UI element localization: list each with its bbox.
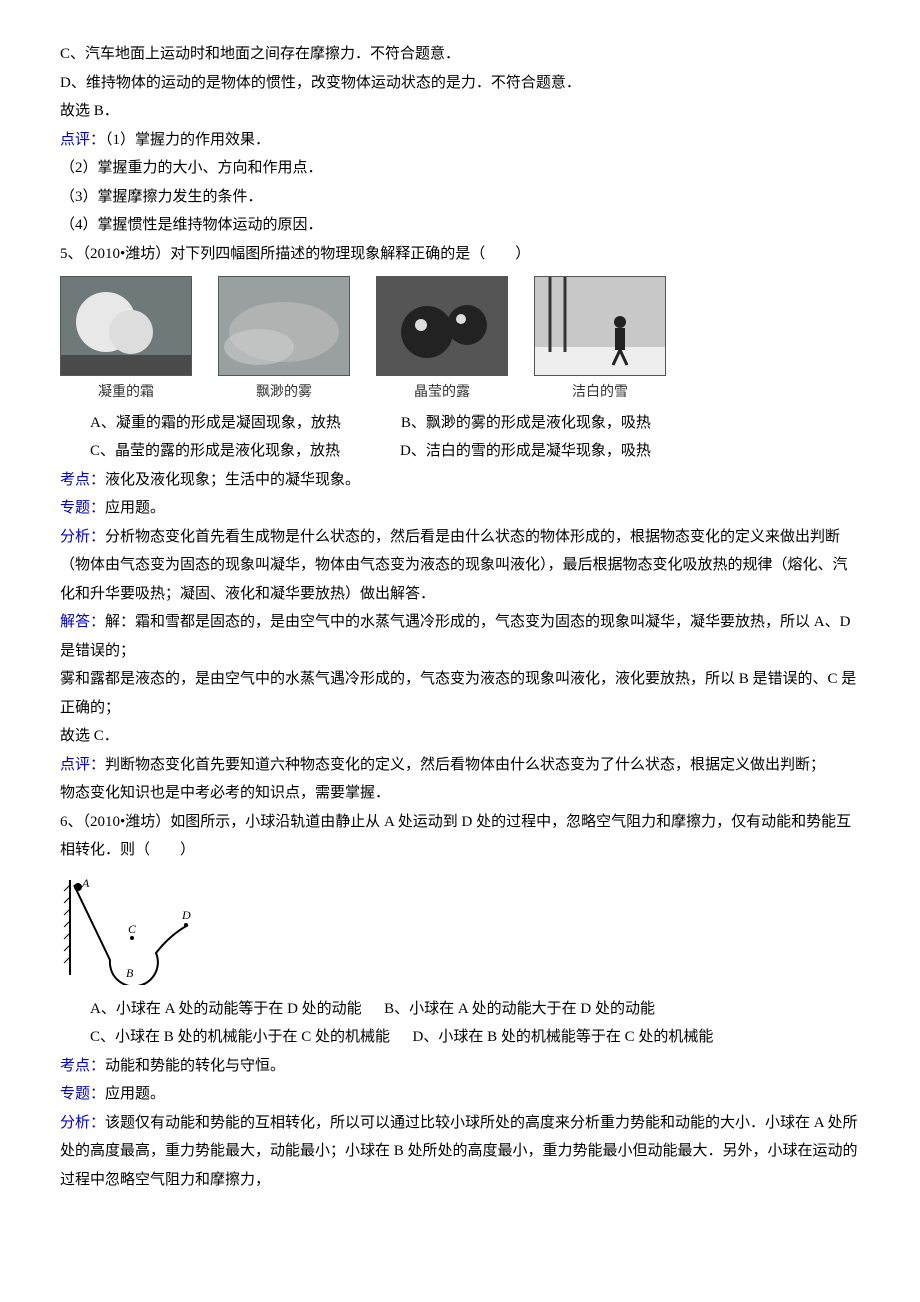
- frost-thumb: [60, 276, 192, 376]
- q5-fenxi: 分析：分析物态变化首先看生成物是什么状态的，然后看是由什么状态的物体形成的，根据…: [60, 523, 860, 609]
- label-jieda: 解答：: [60, 614, 105, 630]
- q4-option-d: D、维持物体的运动的是物体的惯性，改变物体运动状态的是力．不符合题意．: [60, 69, 860, 98]
- q5-jd-text-1: 解：霜和雪都是固态的，是由空气中的水蒸气遇冷形成的，气态变为固态的现象叫凝华，凝…: [60, 614, 850, 659]
- q6-fenxi: 分析：该题仅有动能和势能的互相转化，所以可以通过比较小球所处的高度来分析重力势能…: [60, 1109, 860, 1195]
- q6-opt-a: A、小球在 A 处的动能等于在 D 处的动能: [90, 1001, 362, 1017]
- q6-opt-b: B、小球在 A 处的动能大于在 D 处的动能: [384, 1001, 655, 1017]
- q4-dp-2: （2）掌握重力的大小、方向和作用点．: [60, 154, 860, 183]
- q5-image-row: 凝重的霜 飘渺的雾 晶莹的露: [60, 276, 860, 407]
- q4-dianping: 点评：（1）掌握力的作用效果．: [60, 126, 860, 155]
- q4-dp-4: （4）掌握惯性是维持物体运动的原因．: [60, 211, 860, 240]
- svg-text:C: C: [128, 922, 137, 936]
- q6-zhuanti: 专题：应用题。: [60, 1080, 860, 1109]
- label-kaodian-2: 考点：: [60, 1058, 105, 1074]
- q5-cap-3: 洁白的雪: [572, 380, 628, 407]
- q5-stem: 5、（2010•潍坊）对下列四幅图所描述的物理现象解释正确的是（ ）: [60, 240, 860, 269]
- q5-jieda-2: 雾和露都是液态的，是由空气中的水蒸气遇冷形成的，气态变为液态的现象叫液化，液化要…: [60, 665, 860, 722]
- q6-stem: 6、（2010•潍坊）如图所示，小球沿轨道由静止从 A 处运动到 D 处的过程中…: [60, 808, 860, 865]
- q5-opt-d: D、洁白的雪的形成是凝华现象，吸热: [400, 437, 651, 466]
- q4-option-c: C、汽车地面上运动时和地面之间存在摩擦力．不符合题意．: [60, 40, 860, 69]
- q6-opt-d: D、小球在 B 处的机械能等于在 C 处的机械能: [413, 1029, 714, 1045]
- q6-options: A、小球在 A 处的动能等于在 D 处的动能 B、小球在 A 处的动能大于在 D…: [90, 995, 860, 1052]
- q5-jieda-1: 解答：解：霜和雪都是固态的，是由空气中的水蒸气遇冷形成的，气态变为固态的现象叫凝…: [60, 608, 860, 665]
- q5-zhuanti: 专题：应用题。: [60, 494, 860, 523]
- q6-opt-c: C、小球在 B 处的机械能小于在 C 处的机械能: [90, 1029, 390, 1045]
- q5-jieda-3: 故选 C．: [60, 722, 860, 751]
- q5-opt-b: B、飘渺的雾的形成是液化现象，吸热: [401, 409, 651, 438]
- q5-zt-text: 应用题。: [105, 500, 165, 516]
- label-zhuanti: 专题：: [60, 500, 105, 516]
- q5-cap-1: 飘渺的雾: [256, 380, 312, 407]
- q5-img-dew: 晶莹的露: [376, 276, 508, 407]
- q6-kd-text: 动能和势能的转化与守恒。: [105, 1058, 285, 1074]
- q5-img-frost: 凝重的霜: [60, 276, 192, 407]
- q6-zt-text: 应用题。: [105, 1086, 165, 1102]
- dew-thumb: [376, 276, 508, 376]
- label-kaodian: 考点：: [60, 472, 105, 488]
- q5-img-snow: 洁白的雪: [534, 276, 666, 407]
- q5-cap-2: 晶莹的露: [414, 380, 470, 407]
- label-fenxi-2: 分析：: [60, 1115, 105, 1131]
- q5-cap-0: 凝重的霜: [98, 380, 154, 407]
- q6-kaodian: 考点：动能和势能的转化与守恒。: [60, 1052, 860, 1081]
- svg-text:B: B: [126, 966, 134, 980]
- q5-kd-text: 液化及液化现象；生活中的凝华现象。: [105, 472, 360, 488]
- q5-img-fog: 飘渺的雾: [218, 276, 350, 407]
- label-zhuanti-2: 专题：: [60, 1086, 105, 1102]
- q5-options: A、凝重的霜的形成是凝固现象，放热 B、飘渺的雾的形成是液化现象，吸热 C、晶莹…: [90, 409, 860, 466]
- q4-dp-1: （1）掌握力的作用效果．: [105, 132, 270, 148]
- q5-opt-c: C、晶莹的露的形成是液化现象，放热: [90, 437, 340, 466]
- label-fenxi: 分析：: [60, 529, 105, 545]
- q5-dp-text-1: 判断物态变化首先要知道六种物态变化的定义，然后看物体由什么状态变为了什么状态，根…: [105, 757, 825, 773]
- q5-kaodian: 考点：液化及液化现象；生活中的凝华现象。: [60, 466, 860, 495]
- svg-text:A: A: [81, 876, 90, 890]
- q5-opt-a: A、凝重的霜的形成是凝固现象，放热: [90, 409, 341, 438]
- label-dianping: 点评：: [60, 132, 105, 148]
- snow-thumb: [534, 276, 666, 376]
- fog-thumb: [218, 276, 350, 376]
- svg-text:D: D: [181, 908, 191, 922]
- q5-dianping: 点评：判断物态变化首先要知道六种物态变化的定义，然后看物体由什么状态变为了什么状…: [60, 751, 860, 780]
- q6-diagram: A C B D: [60, 875, 200, 985]
- label-dianping-2: 点评：: [60, 757, 105, 773]
- q4-dp-3: （3）掌握摩擦力发生的条件．: [60, 183, 860, 212]
- q5-dp-2: 物态变化知识也是中考必考的知识点，需要掌握．: [60, 779, 860, 808]
- q4-conclusion: 故选 B．: [60, 97, 860, 126]
- q5-fx-text: 分析物态变化首先看生成物是什么状态的，然后看是由什么状态的物体形成的，根据物态变…: [60, 529, 848, 602]
- q6-fx-text: 该题仅有动能和势能的互相转化，所以可以通过比较小球所处的高度来分析重力势能和动能…: [60, 1115, 858, 1188]
